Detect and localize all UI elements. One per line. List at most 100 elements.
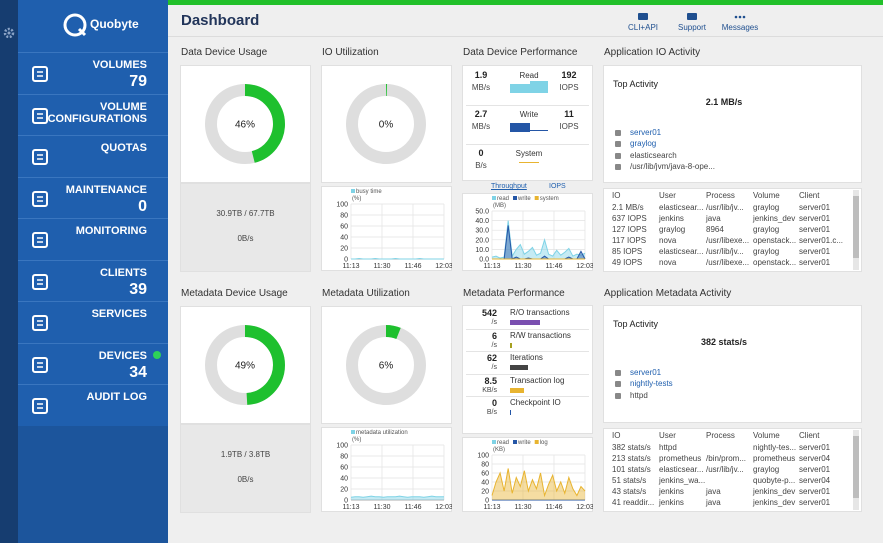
y-tick-label: 100 bbox=[336, 202, 348, 209]
nav-label: MONITORING bbox=[75, 225, 147, 237]
top-item[interactable]: server01 bbox=[630, 128, 662, 137]
legend-swatch bbox=[351, 189, 355, 193]
x-tick-label: 11:46 bbox=[546, 504, 563, 511]
x-tick-label: 11:46 bbox=[405, 504, 422, 511]
metric-unit: B/s bbox=[486, 409, 497, 416]
y-tick-label: 100 bbox=[336, 443, 348, 450]
donut-chart: 0% bbox=[346, 84, 426, 164]
legend-label: system bbox=[540, 196, 559, 202]
table-cell: quobyte-p... bbox=[753, 476, 796, 485]
nav-item[interactable]: AUDIT LOG bbox=[18, 384, 168, 425]
rate: 0B/s bbox=[237, 475, 254, 484]
activity-table bbox=[603, 188, 862, 272]
activity-table bbox=[603, 428, 862, 512]
nav-label: VOLUMES bbox=[92, 59, 147, 71]
rate: 0B/s bbox=[237, 234, 254, 243]
legend-label: busy time bbox=[356, 189, 382, 195]
nav-item[interactable]: QUOTAS bbox=[18, 135, 168, 176]
table-cell: 8964 bbox=[706, 225, 724, 234]
item-icon bbox=[615, 130, 621, 136]
table-cell: elasticsear... bbox=[659, 465, 704, 474]
x-tick-label: 11:13 bbox=[484, 504, 501, 511]
item-icon bbox=[615, 381, 621, 388]
table-cell: server04 bbox=[799, 454, 831, 463]
table-cell: server01 bbox=[799, 498, 831, 507]
top-item[interactable]: graylog bbox=[630, 139, 657, 149]
row-divider bbox=[466, 144, 589, 145]
table-cell: 213 stats/s bbox=[612, 454, 651, 463]
top-item[interactable]: nightly-tests bbox=[630, 379, 673, 389]
settings-icon[interactable] bbox=[0, 24, 18, 44]
legend-swatch bbox=[351, 430, 355, 434]
utilization-chart-panel bbox=[321, 427, 452, 512]
legend-swatch bbox=[513, 196, 518, 200]
donut-arc bbox=[346, 84, 426, 164]
usage-details bbox=[180, 183, 311, 272]
nav-item[interactable]: CLIENTS 39 bbox=[18, 259, 168, 301]
table-cell: 637 IOPS bbox=[612, 214, 647, 223]
nav-item[interactable]: VOLUMES 79 bbox=[18, 52, 168, 93]
nav-icon bbox=[32, 315, 48, 331]
nav-icon bbox=[32, 107, 48, 124]
table-cell: /usr/lib/jv... bbox=[706, 465, 744, 474]
column-header: Volume bbox=[753, 191, 780, 200]
table-cell: 43 stats/s bbox=[612, 487, 647, 496]
nav-item[interactable]: MONITORING bbox=[18, 218, 168, 259]
table-cell: /usr/libexe... bbox=[706, 236, 750, 245]
table-cell: server01 bbox=[799, 258, 831, 267]
activity-summary bbox=[603, 305, 862, 423]
series-line bbox=[351, 257, 444, 260]
nav-label: DEVICES bbox=[98, 349, 147, 362]
y-tick-label: 60 bbox=[340, 224, 348, 231]
nav-item[interactable]: MAINTENANCE 0 bbox=[18, 176, 168, 218]
icon-dot bbox=[738, 15, 742, 19]
x-tick-label: 11:13 bbox=[343, 263, 360, 270]
metric-value: 0 bbox=[478, 148, 484, 158]
top-item[interactable]: server01 bbox=[630, 368, 662, 377]
table-cell: server01 bbox=[799, 214, 831, 223]
item-icon bbox=[615, 152, 621, 159]
nav-label: MAINTENANCE bbox=[65, 183, 147, 196]
legend-label: write bbox=[517, 440, 531, 446]
header-action[interactable]: Support bbox=[672, 12, 712, 36]
chart-tab[interactable]: Throughput bbox=[491, 183, 527, 190]
action-label: CLI+API bbox=[627, 23, 658, 32]
header-action[interactable]: CLI+API bbox=[623, 12, 663, 36]
table-cell: /usr/lib/jv... bbox=[706, 203, 744, 212]
y-axis-label: (MB) bbox=[493, 203, 506, 209]
status-dot bbox=[153, 351, 161, 359]
table-cell: java bbox=[706, 498, 721, 507]
table-cell: 85 IOPS bbox=[612, 247, 643, 256]
table-cell: graylog bbox=[659, 225, 686, 234]
header-action[interactable]: Messages bbox=[720, 12, 760, 36]
legend-label: read bbox=[497, 196, 509, 202]
legend-swatch bbox=[534, 196, 539, 200]
metric-value: 62 bbox=[486, 353, 497, 363]
metric-bar bbox=[510, 320, 540, 325]
x-tick-label: 12:03 bbox=[576, 504, 593, 511]
legend-swatch bbox=[492, 440, 496, 444]
action-label: Support bbox=[677, 23, 707, 32]
nav-item[interactable]: DEVICES 34 bbox=[18, 342, 168, 384]
item-icon bbox=[615, 163, 621, 170]
column-header: IO bbox=[612, 191, 621, 200]
activity-value: 382 stats/s bbox=[700, 337, 748, 347]
sidebar: Quobyte VOLUMES 79 VOLUME CONFIGURATIONS QU… bbox=[18, 0, 168, 543]
nav-item[interactable]: VOLUME CONFIGURATIONS bbox=[18, 93, 168, 135]
x-tick-label: 12:03 bbox=[435, 263, 452, 270]
donut-label: 46% bbox=[235, 120, 255, 131]
nav-item[interactable]: SERVICES bbox=[18, 301, 168, 342]
y-tick-label: 40.0 bbox=[475, 218, 489, 225]
chart-tab[interactable]: IOPS bbox=[549, 183, 566, 190]
x-tick-label: 11:46 bbox=[405, 263, 422, 270]
table-cell: server01.c... bbox=[799, 236, 844, 245]
metric-unit: MB/s bbox=[471, 122, 491, 131]
panel-title: Data Device Performance bbox=[463, 47, 578, 58]
table-cell: elasticsear... bbox=[659, 247, 704, 256]
y-tick-label: 40 bbox=[340, 476, 348, 483]
legend-label: write bbox=[517, 196, 531, 202]
metric-value: 6 bbox=[491, 330, 497, 341]
y-tick-label: 20 bbox=[340, 487, 348, 494]
header-divider bbox=[168, 36, 883, 37]
metric-bar bbox=[510, 387, 524, 393]
